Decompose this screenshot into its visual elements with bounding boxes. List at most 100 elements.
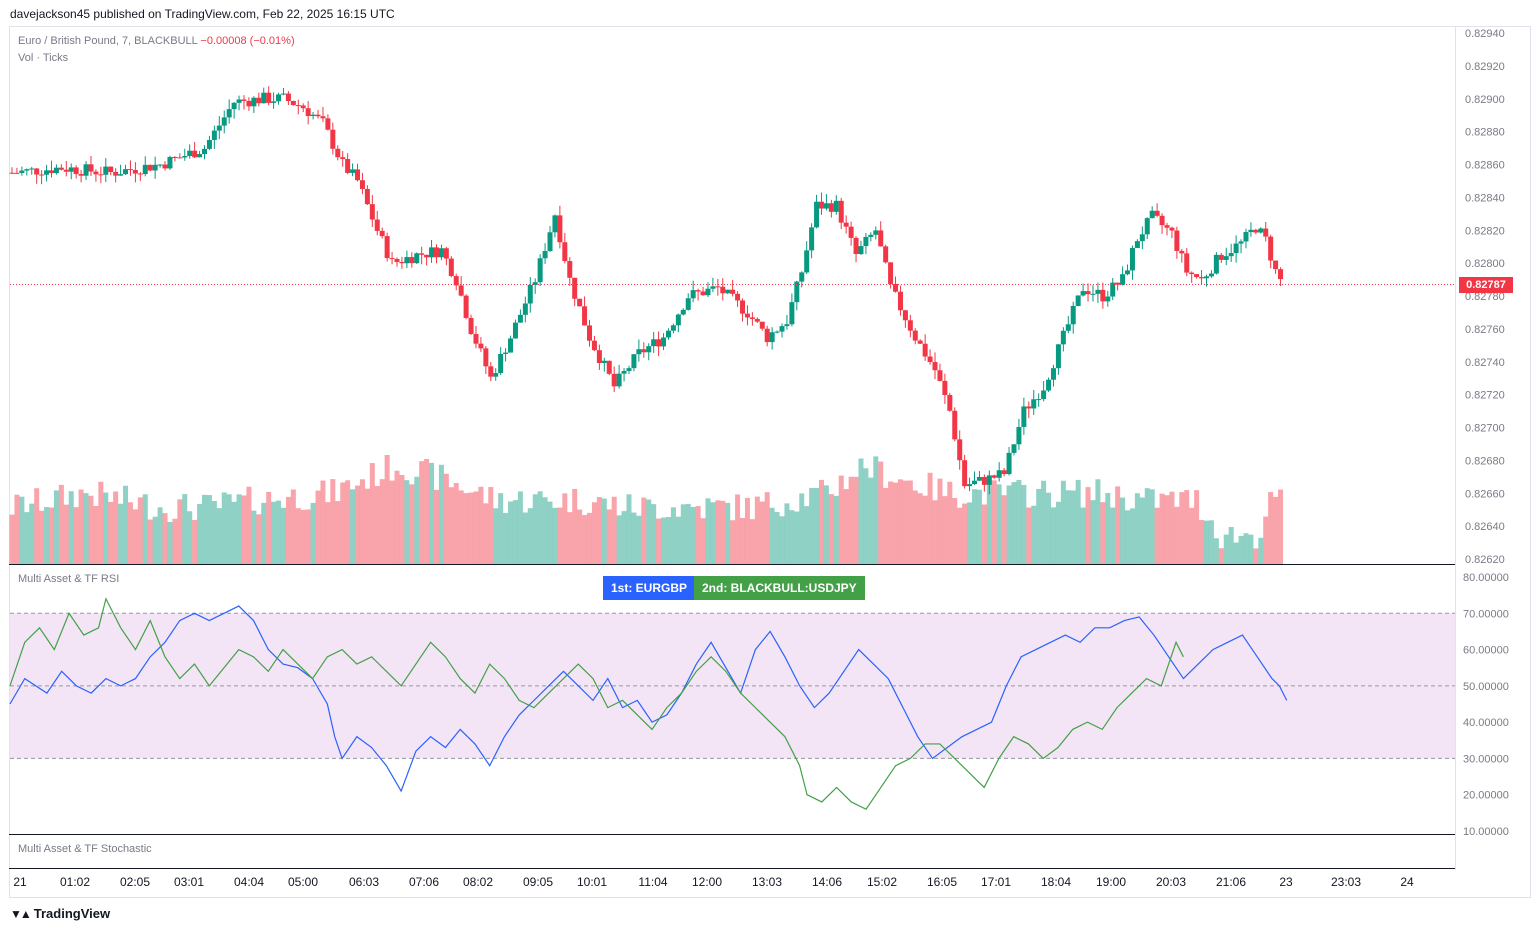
volume-bar xyxy=(976,489,982,564)
candle-body xyxy=(1036,399,1042,401)
candle-body xyxy=(833,200,839,212)
pane-separator-stoch[interactable] xyxy=(9,868,1455,869)
volume-bar xyxy=(1154,507,1160,564)
volume-bar xyxy=(108,501,114,564)
candle-body xyxy=(705,288,711,296)
volume-bar xyxy=(202,494,208,564)
time-tick-label: 15:02 xyxy=(867,875,897,889)
time-tick-label: 04:04 xyxy=(234,875,264,889)
time-tick-label: 08:02 xyxy=(463,875,493,889)
symbol-legend[interactable]: Euro / British Pound, 7, BLACKBULL −0.00… xyxy=(18,35,295,47)
volume-bar xyxy=(591,502,597,564)
pane-separator-main[interactable] xyxy=(9,564,1455,565)
volume-legend[interactable]: Vol · Ticks xyxy=(18,52,69,64)
candle-body xyxy=(1164,225,1170,228)
volume-bar xyxy=(463,493,469,564)
candle-body xyxy=(1243,232,1249,242)
candle-body xyxy=(300,105,306,109)
symbol-name[interactable]: Euro / British Pound, 7, BLACKBULL xyxy=(18,35,198,47)
time-tick-label: 10:01 xyxy=(577,875,607,889)
volume-bar xyxy=(226,494,232,564)
candle-body xyxy=(88,164,94,172)
volume-bar xyxy=(789,510,795,564)
chart-frame[interactable] xyxy=(9,26,1531,898)
stoch-pane-title[interactable]: Multi Asset & TF Stochastic xyxy=(18,843,152,855)
volume-bar xyxy=(759,501,765,564)
candle-body xyxy=(587,325,593,341)
rsi-tick-label: 20.00000 xyxy=(1463,790,1509,802)
volume-bar xyxy=(957,507,963,564)
candle-body xyxy=(177,157,183,159)
candle-body xyxy=(123,169,129,175)
candle-body xyxy=(1134,241,1140,248)
volume-bar xyxy=(53,490,59,564)
pane-separator-rsi[interactable] xyxy=(9,834,1455,835)
price-axis-border xyxy=(1455,26,1456,870)
candle-body xyxy=(1203,276,1209,279)
volume-bar xyxy=(433,489,439,564)
volume-bar xyxy=(986,481,992,564)
volume-bar xyxy=(384,454,390,564)
rsi-second-badge: 2nd: BLACKBULL:USDJPY xyxy=(694,576,865,600)
volume-bar xyxy=(572,488,578,564)
candle-body xyxy=(1100,289,1106,302)
candle-body xyxy=(1213,254,1219,274)
candle-body xyxy=(1050,368,1056,380)
candle-body xyxy=(498,353,504,374)
volume-bar xyxy=(147,519,153,564)
tradingview-brand[interactable]: ▼▲ TradingView xyxy=(10,906,110,921)
volume-bar xyxy=(562,493,568,564)
time-tick-label: 16:05 xyxy=(927,875,957,889)
volume-bar xyxy=(1055,501,1061,564)
volume-bar xyxy=(611,496,617,564)
volume-bar xyxy=(522,512,528,564)
candle-body xyxy=(1263,228,1269,237)
volume-bar xyxy=(1016,479,1022,564)
candle-body xyxy=(429,247,435,258)
volume-bar xyxy=(132,509,138,564)
candle-body xyxy=(1273,260,1279,270)
volume-bar xyxy=(744,497,750,564)
volume-bar xyxy=(833,495,839,564)
volume-bar xyxy=(1174,506,1180,564)
volume-bar xyxy=(967,502,973,564)
volume-bar xyxy=(1129,508,1135,564)
volume-bar xyxy=(858,458,864,564)
candle-body xyxy=(424,254,430,258)
volume-bar xyxy=(512,500,518,564)
rsi-pane-title[interactable]: Multi Asset & TF RSI xyxy=(18,573,120,585)
candle-body xyxy=(616,373,622,387)
volume-bar xyxy=(740,517,746,564)
candle-body xyxy=(1223,256,1229,260)
volume-bar xyxy=(256,514,262,564)
volume-bar xyxy=(764,492,770,564)
time-tick-label: 07:06 xyxy=(409,875,439,889)
volume-bar xyxy=(685,503,691,564)
candle-body xyxy=(1006,452,1012,475)
volume-bar xyxy=(103,492,109,564)
volume-bar xyxy=(631,512,637,564)
volume-bar xyxy=(206,495,212,564)
candle-body xyxy=(917,340,923,344)
volume-bar xyxy=(142,494,148,564)
candle-body xyxy=(68,167,74,172)
candle-body xyxy=(350,169,356,173)
candle-body xyxy=(947,395,953,411)
candle-body xyxy=(305,108,311,116)
volume-bar xyxy=(345,480,351,564)
candle-body xyxy=(1080,291,1086,296)
brand-label: TradingView xyxy=(33,906,111,921)
volume-bar xyxy=(113,491,119,564)
volume-bar xyxy=(14,494,20,564)
candle-body xyxy=(1065,324,1071,331)
candle-body xyxy=(379,230,385,237)
candle-body xyxy=(483,348,489,367)
volume-bar xyxy=(285,496,291,564)
candle-body xyxy=(340,157,346,159)
candle-body xyxy=(458,285,464,296)
volume-bar xyxy=(429,462,435,564)
candle-body xyxy=(725,289,731,294)
volume-bar xyxy=(483,503,489,564)
candle-body xyxy=(591,340,597,351)
